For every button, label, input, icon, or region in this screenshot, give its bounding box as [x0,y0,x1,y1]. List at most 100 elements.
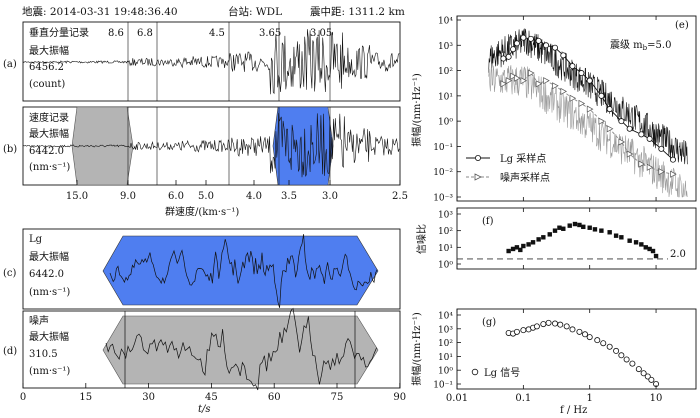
snr-point [650,248,656,254]
lg-signal-point [582,331,589,338]
lg-signal-point [629,360,636,367]
noise-sample-point [618,138,626,146]
noise-sample-point [535,80,543,88]
noise-sample-point [646,163,654,171]
snr-point [643,245,648,250]
lg-sample-point [527,35,534,42]
panel-d-title: 噪声 [29,314,49,327]
panel-a-tag: (a) [3,59,17,70]
panel-a-max-value: 6456.2 [29,62,64,73]
snr-point [514,245,520,250]
panel-c-tag: (c) [3,268,17,279]
lg-signal-point [618,352,625,359]
y-tick-label: 10² [438,339,453,349]
snr-threshold-label: 2.0 [670,249,686,260]
panel-b-max-value: 6442.0 [29,146,64,157]
snr-point [599,228,604,233]
lg-signal-point [557,321,564,328]
lg-signal-point [563,323,570,330]
legend-signal-marker [471,368,479,376]
panel-e-frame [456,15,697,202]
frequency-ticks: 0.01 0.1 1 10 [446,16,662,404]
noise-window-b [71,106,134,186]
y-tick-label: 10³ [438,211,453,221]
snr-point [541,235,546,240]
lg-signal-point [635,366,642,373]
velocity-tick-label: 5.0 [198,191,214,202]
lg-signal-point [623,356,630,363]
time-tick-label: 75 [331,392,344,403]
panel-e: (e) 震级 mb=5.0 振幅/(nm·Hz⁻¹) 10⁴10³10²10¹1… [410,15,697,204]
trace-b [22,113,400,178]
panel-c-max-value: 6442.0 [29,269,64,280]
y-tick-label: 10¹ [438,244,453,254]
lg-signal-point [613,347,620,354]
panel-f-frame [456,207,697,270]
snr-point [530,240,536,245]
lg-sample-point [513,40,520,47]
time-tick-label: 0 [20,392,26,403]
lg-window-c [102,235,379,306]
trace-d [105,307,377,391]
y-tick-label: 10⁻³ [433,194,453,204]
lg-sample-point [520,34,527,41]
snr-point [557,225,562,230]
lg-signal-point [545,319,552,326]
y-tick-label: 10⁰ [438,261,453,271]
snr-point [592,227,598,232]
noise-sample-point [586,105,594,113]
lg-signal-point [600,340,607,347]
x-tick-label: 0.1 [515,393,531,404]
snr-point [506,248,511,254]
lg-sample-point [606,106,613,113]
panel-e-series [488,28,688,198]
x-tick-label: 0.01 [446,393,468,404]
panel-d-tag: (d) [3,346,17,357]
panel-e-legend: Lg 采样点 噪声采样点 [466,152,550,184]
velocity-tick-label: 2.5 [392,191,408,202]
snr-point [639,242,644,247]
lg-sample-point [658,145,665,152]
y-tick-label: 10⁻¹ [433,381,453,391]
panel-a-title: 垂直分量记录 [29,26,89,39]
panel-e-ylabel: 振幅/(nm·Hz⁻¹) [410,73,423,147]
lg-sample-point [510,46,517,53]
panel-d: (d) 噪声 最大振幅 310.5 (nm·s⁻¹) 0 15 30 45 60 75 90… [3,307,406,415]
lg-sample-point [535,37,542,44]
lg-signal-point [513,328,520,335]
lg-signal-point [640,370,647,377]
lg-sample-point [626,125,633,132]
snr-point [536,237,541,242]
panel-c-unit: (nm·s⁻¹) [29,287,70,298]
lg-signal-point [606,343,613,350]
noise-sample-point [528,69,535,77]
y-tick-label: 10³ [438,325,453,335]
noise-sample-point [670,170,677,178]
lg-sample-point [638,131,645,138]
panel-b-frame [22,106,401,186]
panel-a-max-label: 最大振幅 [29,44,69,57]
velocity-tick-label: 9.0 [120,191,136,202]
lg-sample-line [503,37,674,160]
lg-signal-point [569,326,576,333]
velocity-tick-label: 4.0 [246,191,262,202]
lg-sample-point [586,77,593,84]
snr-point [653,253,659,259]
panel-g-series [505,319,660,387]
panel-c-frame [22,228,401,310]
snr-point [577,222,582,228]
noise-sample-point [510,72,517,80]
y-tick-label: 10² [438,227,453,237]
lg-sample-point [646,135,653,142]
snr-point [572,221,578,227]
noise-sample-point [543,77,550,85]
noise-sample-point [578,99,586,108]
noise-sample-point [520,77,528,85]
lg-signal-point [594,337,601,344]
station-label: 台站: WDL [228,5,282,18]
panel-c-max-label: 最大振幅 [29,250,69,263]
lg-signal-point [552,320,559,327]
noise-sample-point [606,125,614,133]
panel-g-frame [456,308,697,390]
x-tick-label: 1 [587,393,593,404]
